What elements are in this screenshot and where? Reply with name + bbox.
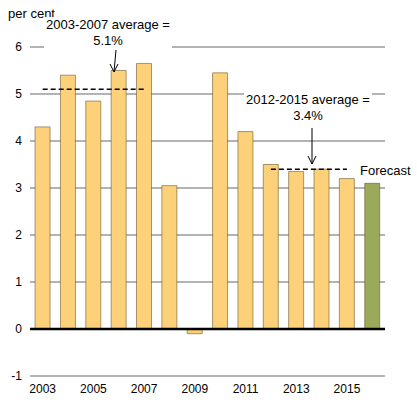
svg-text:2003: 2003 <box>29 382 56 396</box>
html-text:2012-2015 average =: 2012-2015 average = <box>246 92 370 107</box>
svg-text:5: 5 <box>15 87 22 101</box>
html-text:2003-2007 average =: 2003-2007 average = <box>46 17 170 32</box>
svg-text:4: 4 <box>15 134 22 148</box>
svg-text:2005: 2005 <box>80 382 107 396</box>
svg-text:2013: 2013 <box>283 382 310 396</box>
svg-text:3: 3 <box>15 181 22 195</box>
svg-text:2: 2 <box>15 228 22 242</box>
svg-text:6: 6 <box>15 40 22 54</box>
html-text:3.4%: 3.4% <box>293 108 323 123</box>
svg-text:2009: 2009 <box>181 382 208 396</box>
svg-text:2015: 2015 <box>334 382 361 396</box>
svg-text:2011: 2011 <box>233 382 259 396</box>
html-text:Forecast: Forecast <box>360 163 411 178</box>
html-text:per cent: per cent <box>8 6 55 21</box>
svg-text:0: 0 <box>15 322 22 336</box>
svg-text:2007: 2007 <box>131 382 158 396</box>
html-text:5.1%: 5.1% <box>93 33 123 48</box>
svg-text:-1: -1 <box>11 369 22 383</box>
svg-text:1: 1 <box>15 275 22 289</box>
